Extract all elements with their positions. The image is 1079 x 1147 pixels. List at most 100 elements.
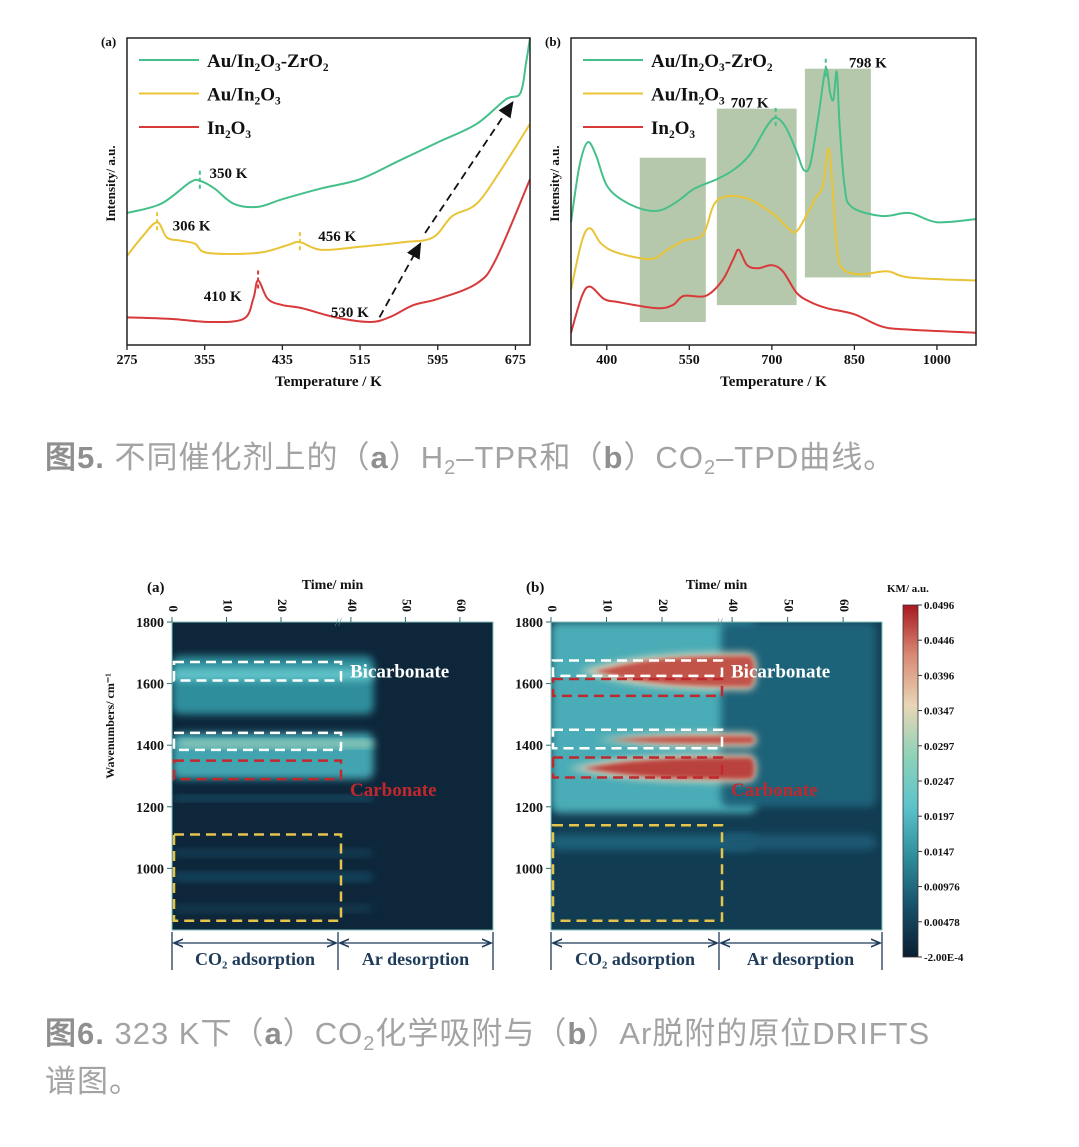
colorbar-tick-label: 0.0347 — [924, 706, 955, 718]
phase-label: Ar desorption — [747, 949, 854, 969]
y-tick-label: 1000 — [515, 862, 543, 877]
caption-text: 323 K下（ — [104, 1016, 265, 1051]
phase-label: Ar desorption — [362, 949, 469, 969]
annotation-box — [551, 728, 724, 750]
x-axis-label: Time/ min — [686, 578, 748, 593]
x-tick-label: 40 — [345, 599, 360, 612]
legend-label: In₂O₃ — [651, 118, 695, 139]
y-tick-label: 1600 — [515, 678, 543, 693]
axis-break: // — [716, 615, 723, 629]
heatmap-cells — [172, 622, 493, 930]
x-axis-label: Time/ min — [302, 578, 364, 593]
x-tick-label: 355 — [194, 353, 215, 368]
caption-subscript: 2 — [444, 457, 457, 479]
panel-label: (a) — [147, 580, 165, 596]
peak-label: 798 K — [849, 56, 887, 72]
annotation-box — [551, 677, 724, 698]
y-tick-label: 1600 — [136, 678, 164, 693]
series-line — [570, 147, 977, 290]
plot-frame — [570, 37, 977, 346]
colorbar-tick-label: 0.0147 — [924, 846, 955, 858]
figure6-caption: 图6. 323 K下（a）CO2化学吸附与（b）Ar脱附的原位DRIFTS — [45, 1008, 930, 1056]
axis-break: // — [335, 615, 342, 629]
shaded-region — [639, 157, 706, 322]
x-tick-label: 60 — [454, 599, 469, 612]
caption-text: ）CO — [282, 1016, 364, 1051]
panel-label: (b) — [545, 34, 561, 49]
heatmap-band — [172, 873, 374, 881]
x-tick-label: 275 — [117, 353, 138, 368]
series-line — [570, 248, 977, 334]
caption-panel-a: a — [370, 440, 389, 475]
colorbar-tick-label: 0.00478 — [924, 917, 960, 929]
peak-label: 707 K — [731, 95, 769, 111]
caption-panel-b: b — [567, 1016, 588, 1051]
y-axis-label: Intensity/ a.u. — [103, 145, 118, 221]
x-tick-label: 595 — [427, 353, 448, 368]
phase-label: CO₂ adsorption — [195, 949, 315, 969]
caption-text: ）H — [388, 440, 445, 475]
x-tick-label: 60 — [837, 599, 852, 612]
panel-label: (b) — [526, 580, 544, 596]
x-tick-label: 20 — [656, 599, 671, 612]
caption-text: ）Ar脱附的原位DRIFTS — [587, 1016, 931, 1051]
caption-text: 化学吸附与（ — [375, 1016, 568, 1051]
region-label: Carbonate — [731, 780, 818, 801]
y-tick-label: 1800 — [515, 616, 543, 631]
x-tick-label: 700 — [761, 353, 782, 368]
x-tick-label: 20 — [275, 599, 290, 612]
x-tick-label: 675 — [505, 353, 526, 368]
peak-label: 410 K — [204, 289, 242, 305]
y-tick-label: 1200 — [515, 801, 543, 816]
colorbar-tick-label: 0.0197 — [924, 811, 955, 823]
figure6-label: 图6. — [45, 1016, 105, 1051]
colorbar-tick-label: 0.0297 — [924, 741, 955, 753]
legend-label: Au/In₂O₃-ZrO₂ — [651, 51, 773, 72]
x-tick-label: 40 — [726, 599, 741, 612]
heatmap-band — [172, 668, 374, 681]
colorbar-scale — [902, 604, 919, 958]
colorbar-tick-label: 0.0496 — [924, 600, 955, 612]
series-line — [126, 123, 531, 257]
heatmap-band — [172, 849, 374, 857]
annotation-box — [551, 824, 724, 923]
y-tick-label: 1400 — [515, 739, 543, 754]
caption-subscript: 2 — [363, 1033, 376, 1055]
x-tick-label: 10 — [601, 599, 616, 612]
colorbar-tick-label: 0.0247 — [924, 776, 955, 788]
region-label: Bicarbonate — [350, 661, 449, 682]
series-line — [570, 67, 977, 224]
colorbar-tick-label: 0.0396 — [924, 670, 955, 682]
series-line — [126, 37, 531, 214]
x-tick-label: 50 — [399, 599, 414, 612]
annotation-box — [551, 659, 724, 678]
caption-text: 不同催化剂上的（ — [104, 440, 371, 475]
figure6-caption-line2: 谱图。 — [45, 1064, 141, 1099]
y-tick-label: 1000 — [136, 862, 164, 877]
annotation-box — [172, 759, 343, 781]
y-axis-label: Intensity/ a.u. — [547, 145, 562, 221]
colorbar-tick-label: -2.00E-4 — [924, 952, 964, 964]
y-tick-label: 1800 — [136, 616, 164, 631]
peak-label: 350 K — [210, 166, 248, 182]
trend-arrow — [424, 100, 514, 234]
shaded-region — [716, 108, 797, 306]
heatmap-b: Bicarbonate Carbonate 0 10 20 40 50 60 // Time/ m… — [515, 578, 883, 970]
peak-label: 530 K — [331, 305, 369, 321]
x-tick-label: 0 — [545, 606, 560, 613]
heatmap-frame — [171, 621, 494, 931]
panel-label: (a) — [101, 34, 116, 49]
phase-label: CO₂ adsorption — [575, 949, 695, 969]
heatmap-band — [172, 732, 374, 780]
annotation-box — [551, 756, 724, 779]
y-tick-label: 1200 — [136, 801, 164, 816]
x-tick-label: 400 — [596, 353, 617, 368]
trend-arrow — [378, 242, 422, 318]
x-tick-label: 50 — [782, 599, 797, 612]
x-axis-label: Temperature / K — [275, 374, 382, 390]
heatmap-band — [172, 796, 374, 801]
x-tick-label: 850 — [844, 353, 865, 368]
caption-panel-b: b — [603, 440, 624, 475]
annotation-box — [172, 833, 343, 923]
